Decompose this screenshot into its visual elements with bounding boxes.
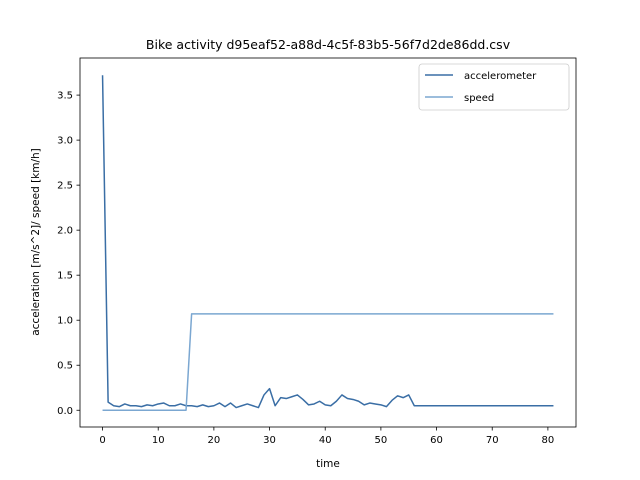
x-tick-label: 20 bbox=[208, 435, 221, 446]
legend-box bbox=[418, 63, 570, 111]
chart-title: Bike activity d95eaf52-a88d-4c5f-83b5-56… bbox=[146, 37, 511, 52]
legend: accelerometer speed bbox=[418, 63, 570, 111]
legend-label-accelerometer: accelerometer bbox=[464, 71, 537, 82]
y-axis: 0.0 0.5 1.0 1.5 2.0 2.5 3.0 3.5 bbox=[57, 91, 80, 417]
y-tick-label: 2.5 bbox=[57, 181, 73, 192]
y-tick-label: 0.5 bbox=[57, 361, 73, 372]
x-axis: 0 10 20 30 40 50 60 70 80 bbox=[99, 427, 554, 446]
x-tick-label: 70 bbox=[486, 435, 499, 446]
y-axis-label: acceleration [m/s^2]/ speed [km/h] bbox=[30, 148, 42, 336]
y-tick-label: 1.5 bbox=[57, 271, 73, 282]
plot-lines bbox=[101, 75, 554, 411]
legend-label-speed: speed bbox=[464, 93, 494, 104]
series-line-speed bbox=[102, 313, 554, 411]
y-tick-label: 1.0 bbox=[57, 316, 73, 327]
x-tick-label: 40 bbox=[319, 435, 332, 446]
x-axis-label: time bbox=[316, 458, 340, 470]
plot-area-frame bbox=[79, 57, 577, 428]
y-tick-label: 3.0 bbox=[57, 136, 73, 147]
y-tick-label: 3.5 bbox=[57, 91, 73, 102]
x-tick-label: 50 bbox=[375, 435, 388, 446]
y-tick-label: 0.0 bbox=[57, 406, 73, 417]
y-tick-label: 2.0 bbox=[57, 226, 73, 237]
x-tick-label: 80 bbox=[542, 435, 555, 446]
series-line-accelerometer bbox=[101, 75, 554, 409]
x-tick-label: 10 bbox=[152, 435, 165, 446]
x-tick-label: 0 bbox=[99, 435, 105, 446]
x-tick-label: 30 bbox=[263, 435, 276, 446]
x-tick-label: 60 bbox=[430, 435, 443, 446]
